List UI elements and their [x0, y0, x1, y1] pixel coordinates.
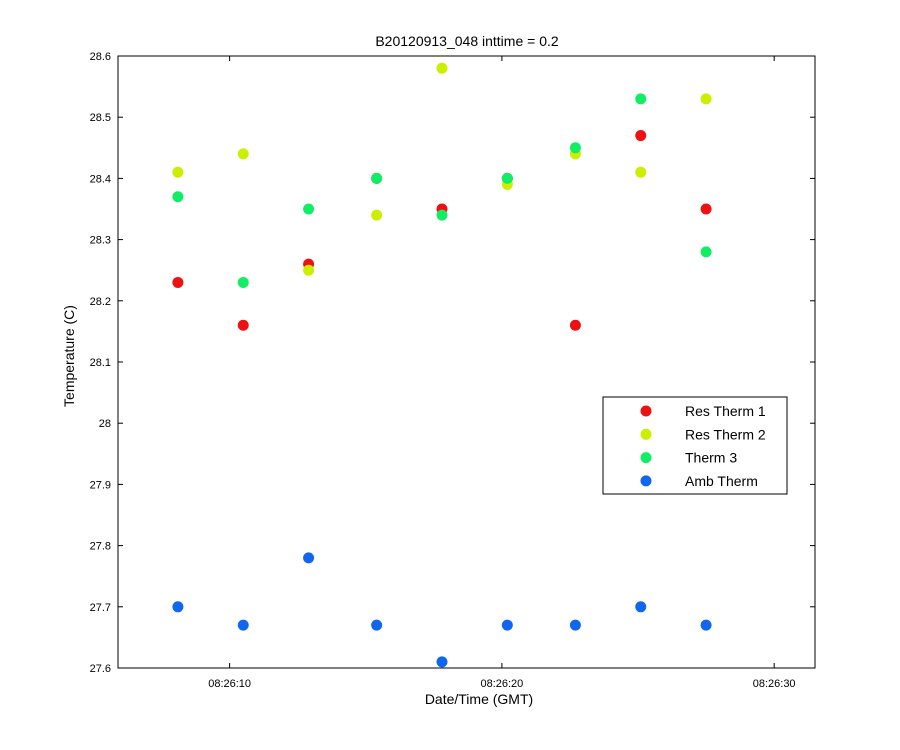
series-3: [172, 552, 712, 668]
data-point: [569, 142, 581, 154]
data-point: [237, 148, 249, 160]
data-point: [237, 276, 249, 288]
plot-area: [117, 55, 816, 669]
legend-label: Res Therm 2: [685, 426, 766, 442]
x-tick-label: 08:26:20: [480, 678, 523, 690]
data-point: [172, 191, 184, 203]
data-point: [303, 264, 315, 276]
data-point: [303, 203, 315, 215]
data-point: [635, 601, 647, 613]
chart-title: B20120913_048 inttime = 0.2: [375, 33, 559, 49]
x-tick-label: 08:26:10: [208, 678, 251, 690]
y-tick-label: 27.6: [90, 663, 111, 675]
data-point: [436, 209, 448, 221]
data-point: [371, 172, 383, 184]
legend-marker: [640, 452, 652, 464]
y-tick-label: 28.1: [90, 357, 111, 369]
y-tick-label: 27.9: [90, 479, 111, 491]
legend-marker: [640, 405, 652, 417]
data-point: [501, 172, 513, 184]
data-point: [371, 619, 383, 631]
legend-marker: [640, 428, 652, 440]
x-tick-label: 08:26:30: [753, 678, 796, 690]
data-point: [635, 130, 647, 142]
legend-label: Therm 3: [685, 450, 737, 466]
axis-ticks: [118, 55, 815, 669]
series-2: [172, 93, 712, 288]
legend-label: Res Therm 1: [685, 403, 766, 419]
data-point: [569, 319, 581, 331]
x-axis-tick-labels: 08:26:10 08:26:20 08:26:30: [208, 678, 795, 690]
y-tick-label: 28.5: [90, 112, 111, 124]
legend: Res Therm 1 Res Therm 2 Therm 3 Amb Therm: [602, 396, 788, 495]
y-tick-label: 27.8: [90, 541, 111, 553]
data-point: [172, 276, 184, 288]
data-point: [700, 246, 712, 258]
y-tick-label: 28.6: [90, 51, 111, 63]
y-axis-label: Temperature (C): [61, 305, 77, 407]
data-point: [237, 619, 249, 631]
y-tick-label: 27.7: [90, 602, 111, 614]
data-point: [436, 62, 448, 74]
data-point: [569, 619, 581, 631]
data-point: [700, 203, 712, 215]
legend-marker: [640, 475, 652, 487]
y-tick-label: 28.4: [90, 173, 111, 185]
data-point: [700, 93, 712, 105]
y-tick-label: 28.2: [90, 296, 111, 308]
data-point: [436, 656, 448, 668]
legend-box: [602, 396, 788, 495]
y-axis-tick-labels: 27.6 27.7 27.8 27.9 28 28.1 28.2 28.3 28.4 28.5 28…: [90, 51, 111, 675]
legend-label: Amb Therm: [685, 473, 758, 489]
x-axis-label: Date/Time (GMT): [425, 691, 533, 707]
data-point: [237, 319, 249, 331]
data-points: [172, 62, 712, 668]
data-point: [303, 552, 315, 564]
data-point: [172, 601, 184, 613]
data-point: [371, 209, 383, 221]
y-tick-label: 28.3: [90, 235, 111, 247]
data-point: [700, 619, 712, 631]
data-point: [172, 166, 184, 178]
data-point: [501, 619, 513, 631]
data-point: [635, 166, 647, 178]
data-point: [635, 93, 647, 105]
y-tick-label: 28: [99, 418, 111, 430]
